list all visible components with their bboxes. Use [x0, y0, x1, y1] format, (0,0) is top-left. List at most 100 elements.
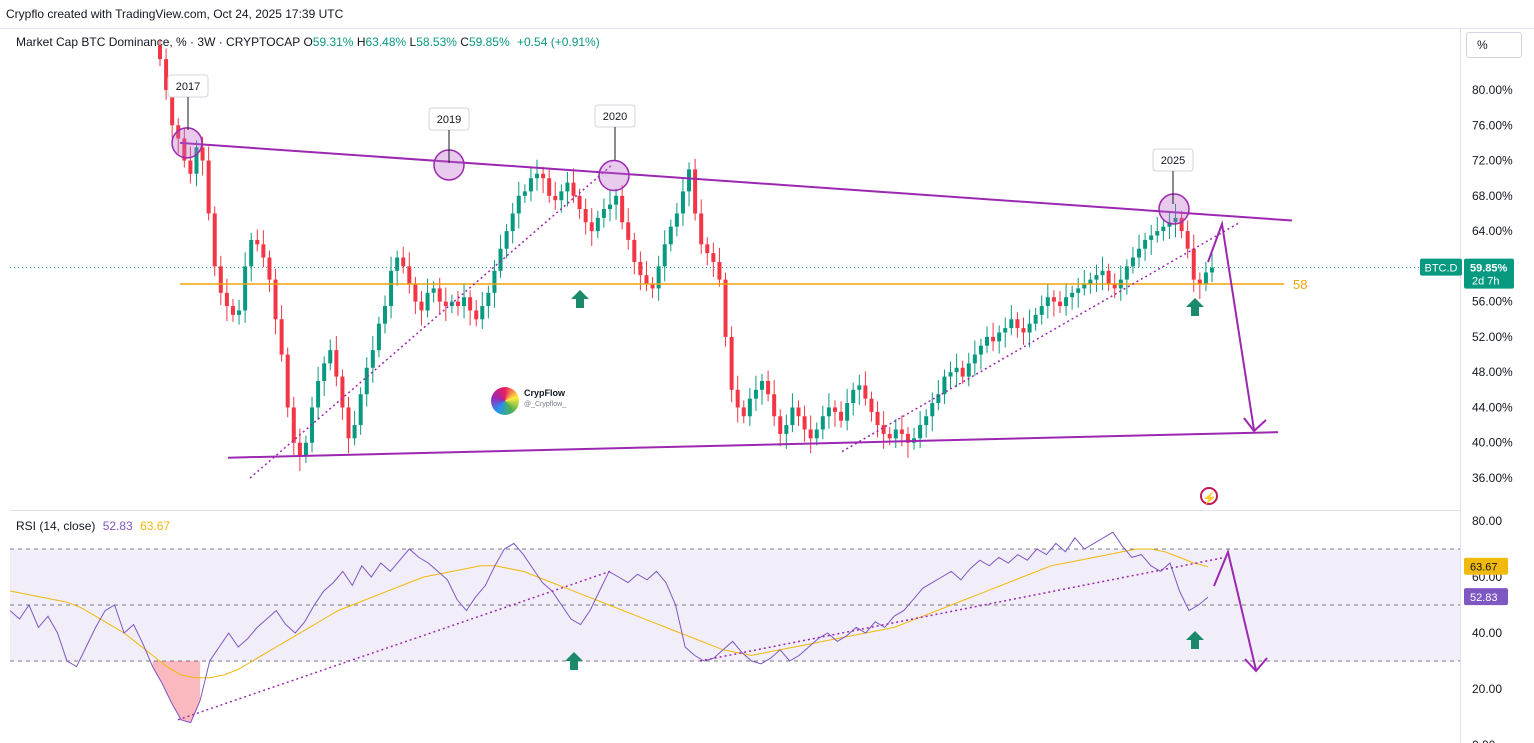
candle-body [413, 284, 418, 302]
legend-open: 59.31% [312, 35, 354, 49]
candle-body [218, 266, 223, 293]
candle-body [1100, 270, 1105, 276]
candle-body [285, 354, 290, 408]
rsi-projection-arrowhead [1244, 657, 1268, 673]
candle-body [796, 407, 801, 417]
price-tag-box [1464, 258, 1514, 289]
price-axis-label: 80.00% [1472, 83, 1513, 97]
rsi-trendline-2 [699, 556, 1226, 662]
candle-body [693, 169, 698, 214]
candle-body [291, 407, 296, 443]
chart-legend[interactable]: Market Cap BTC Dominance, % · 3W · CRYPT… [16, 35, 600, 49]
legend-change: +0.54 (+0.91%) [517, 35, 600, 49]
candle-body [1203, 272, 1208, 284]
candle-body [170, 90, 175, 126]
candle-body [930, 403, 935, 417]
candle-body [954, 367, 959, 373]
candle-body [802, 416, 807, 430]
candle-body [474, 310, 479, 320]
candle-body [881, 425, 886, 434]
up-arrow-icon [571, 290, 589, 308]
candle-body [352, 425, 357, 439]
candle-body [565, 182, 570, 192]
rsi-ma-legend-value: 63.67 [140, 519, 171, 533]
candle-body [1179, 217, 1184, 232]
candle-body [1009, 319, 1014, 329]
unit-selector[interactable]: % [1466, 32, 1522, 58]
legend-close: 59.85% [468, 35, 510, 49]
price-axis-label: 72.00% [1472, 154, 1513, 168]
candle-body [887, 433, 892, 439]
candle-body [547, 178, 552, 196]
candle-body [1039, 306, 1044, 315]
candle-body [480, 306, 485, 320]
candle-body [322, 363, 327, 381]
watermark-handle: @_Crypflow_ [524, 401, 567, 408]
candle-body [437, 288, 442, 302]
trendline-2018 [249, 164, 613, 479]
candle-body [1149, 235, 1154, 240]
candle-body [735, 389, 740, 408]
candle-body [358, 394, 363, 426]
candle-body [224, 292, 229, 307]
candle-body [620, 195, 625, 223]
candle-body [498, 248, 503, 271]
candle-body [784, 425, 789, 434]
price-axis-label: 68.00% [1472, 189, 1513, 203]
symbol-tag: BTC.D [1425, 263, 1458, 275]
candle-body [176, 125, 181, 139]
price-tag: 59.85% [1470, 263, 1508, 275]
rsi-axis-label: 40.00 [1472, 626, 1502, 640]
price-axis-label: 44.00% [1472, 400, 1513, 414]
candle-body [589, 222, 594, 232]
candle-body [650, 284, 655, 289]
rsi-tag: 52.83 [1470, 592, 1498, 604]
symbol-tag-box [1420, 258, 1462, 276]
candle-body [1003, 328, 1008, 333]
candle-body [760, 381, 765, 390]
rsi-tag-box [1464, 588, 1508, 606]
candle-body [1070, 292, 1075, 298]
candle-body [1057, 301, 1062, 307]
candle-body [1155, 231, 1160, 236]
rsi-trendline-1 [177, 570, 611, 721]
candle-body [978, 345, 983, 355]
candle-body [832, 407, 837, 412]
candle-body [790, 407, 795, 426]
candle-body [839, 411, 844, 421]
candle-body [164, 59, 169, 90]
price-axis-label: 52.00% [1472, 330, 1513, 344]
candle-body [370, 350, 375, 368]
candle-body [1143, 239, 1148, 249]
candle-body [407, 266, 412, 284]
candle-body [747, 398, 752, 417]
candle-body [316, 381, 321, 408]
channel-upper [179, 141, 1293, 222]
candle-body [346, 407, 351, 439]
pane-divider[interactable] [10, 510, 1460, 511]
candle-body [687, 169, 692, 192]
candle-body [382, 306, 387, 324]
candle-body [522, 191, 527, 196]
candle-body [1161, 226, 1166, 232]
top-bar: Crypflo created with TradingView.com, Oc… [0, 0, 1534, 29]
rsi-axis-label: 0.00 [1472, 738, 1496, 743]
candle-body [869, 398, 874, 412]
legend-open-label: O [303, 35, 313, 49]
candle-body [364, 367, 369, 395]
candle-body [851, 389, 856, 404]
candle-body [455, 301, 460, 307]
candle-body [668, 226, 673, 245]
legend-low-label: L [409, 35, 417, 49]
candle-body [267, 257, 272, 280]
candle-body [674, 213, 679, 227]
countdown-tag: 2d 7h [1472, 276, 1500, 288]
candle-body [991, 336, 996, 342]
candle-body [632, 239, 637, 262]
touch-circle [171, 127, 203, 159]
channel-lower [227, 431, 1279, 459]
flash-icon[interactable]: ⚡ [1200, 487, 1218, 505]
rsi-legend[interactable]: RSI (14, close) 52.83 63.67 [16, 519, 170, 533]
